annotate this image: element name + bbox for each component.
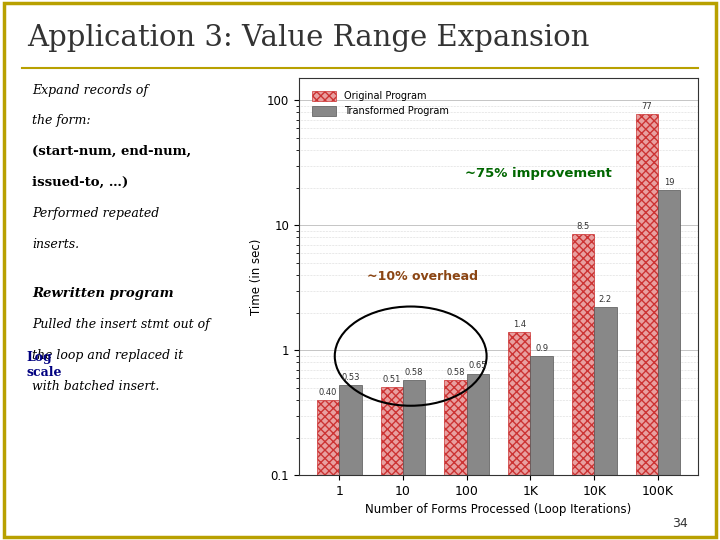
Text: 1.4: 1.4 <box>513 320 526 329</box>
Bar <box>403 380 426 540</box>
Text: the form:: the form: <box>32 114 91 127</box>
Legend: Original Program, Transformed Program: Original Program, Transformed Program <box>307 87 452 120</box>
Bar <box>317 400 339 540</box>
Text: Rewritten program: Rewritten program <box>32 287 174 300</box>
Text: inserts.: inserts. <box>32 238 79 251</box>
Text: ~10% overhead: ~10% overhead <box>367 270 478 284</box>
Text: Application 3: Value Range Expansion: Application 3: Value Range Expansion <box>27 24 590 52</box>
Bar <box>444 380 467 540</box>
Text: Performed repeated: Performed repeated <box>32 207 160 220</box>
X-axis label: Number of Forms Processed (Loop Iterations): Number of Forms Processed (Loop Iteratio… <box>366 503 631 516</box>
Bar <box>381 387 403 540</box>
Bar <box>594 307 616 540</box>
Text: 0.53: 0.53 <box>341 373 360 382</box>
Text: Pulled the insert stmt out of: Pulled the insert stmt out of <box>32 318 210 331</box>
Text: with batched insert.: with batched insert. <box>32 380 160 393</box>
Text: 0.65: 0.65 <box>469 361 487 370</box>
Text: 8.5: 8.5 <box>577 222 590 231</box>
Text: issued-to, …): issued-to, …) <box>32 176 129 189</box>
Text: 0.40: 0.40 <box>319 388 337 397</box>
Text: 0.9: 0.9 <box>535 344 548 353</box>
Bar <box>339 384 361 540</box>
Bar <box>531 356 553 540</box>
Text: 19: 19 <box>664 178 675 187</box>
Bar <box>467 374 489 540</box>
Text: the loop and replaced it: the loop and replaced it <box>32 349 184 362</box>
Text: Expand records of: Expand records of <box>32 84 148 97</box>
Bar <box>572 234 594 540</box>
Text: 77: 77 <box>642 102 652 111</box>
Text: ~75% improvement: ~75% improvement <box>465 167 612 180</box>
Text: 0.58: 0.58 <box>446 368 465 376</box>
Text: 34: 34 <box>672 517 688 530</box>
Bar <box>636 114 658 540</box>
Y-axis label: Time (in sec): Time (in sec) <box>250 239 263 315</box>
Text: 0.51: 0.51 <box>382 375 401 383</box>
Bar <box>508 332 531 540</box>
Text: Log
scale: Log scale <box>27 350 62 379</box>
Text: (start-num, end-num,: (start-num, end-num, <box>32 145 192 158</box>
Bar <box>658 191 680 540</box>
Text: 0.58: 0.58 <box>405 368 423 376</box>
Text: 2.2: 2.2 <box>599 295 612 304</box>
